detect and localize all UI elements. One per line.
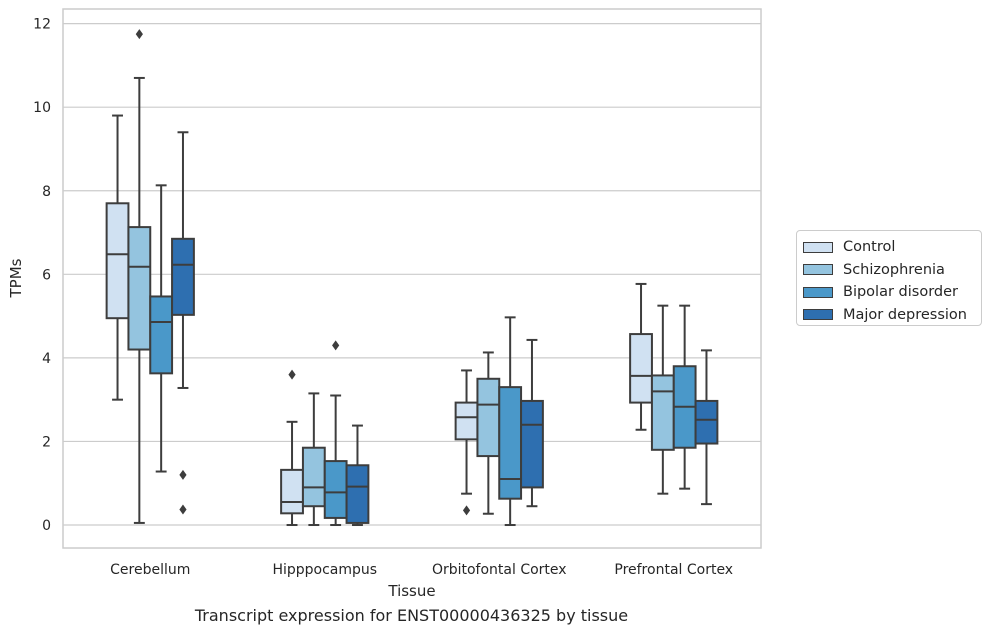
y-tick-label: 4 [42, 351, 51, 367]
x-tick-label: Hipppocampus [272, 562, 377, 578]
iqr-box [171, 237, 195, 316]
legend-entry: Bipolar disorder [803, 281, 981, 304]
box-plot-marks [105, 29, 719, 527]
legend-entry: Major depression [803, 304, 981, 327]
iqr-box [345, 464, 370, 524]
y-tick-label: 6 [42, 267, 51, 283]
legend-entry: Schizophrenia [803, 259, 981, 282]
box-bipolar-disorder [323, 340, 348, 527]
box-schizophrenia [127, 29, 152, 524]
box-control [454, 369, 479, 516]
iqr-box [629, 333, 653, 404]
iqr-box [520, 399, 544, 489]
legend-label: Schizophrenia [843, 261, 945, 278]
x-tick-label: Prefrontal Cortex [614, 562, 733, 578]
outlier-point [135, 29, 143, 40]
x-tick-label: Orbitofontal Cortex [432, 562, 567, 578]
iqr-box [498, 386, 523, 500]
iqr-box [127, 226, 152, 351]
legend-swatch [803, 241, 833, 253]
outlier-point [179, 504, 187, 515]
iqr-box [694, 399, 719, 445]
box-control [105, 114, 130, 401]
plot-area-frame [62, 8, 762, 549]
iqr-box [301, 446, 326, 508]
box-control [280, 369, 304, 527]
box-bipolar-disorder [498, 316, 523, 527]
y-tick-label: 2 [42, 434, 51, 450]
legend-label: Bipolar disorder [843, 284, 958, 301]
y-axis-label: TPMs [7, 258, 25, 298]
box-major-depression [345, 424, 370, 527]
iqr-box [650, 374, 675, 451]
y-tick-label: 0 [42, 518, 51, 534]
box-major-depression [171, 131, 195, 515]
chart-caption: Transcript expression for ENST0000043632… [194, 606, 629, 625]
iqr-box [105, 202, 130, 320]
x-tick-label: Cerebellum [110, 562, 190, 578]
x-axis-label: Tissue [387, 582, 435, 600]
box-control [629, 282, 653, 431]
box-major-depression [520, 338, 544, 508]
legend-swatch [803, 286, 833, 298]
y-tick-label: 12 [33, 17, 51, 33]
legend-entry: Control [803, 236, 981, 259]
box-bipolar-disorder [149, 184, 174, 473]
box-bipolar-disorder [672, 304, 697, 490]
legend-swatch [803, 264, 833, 276]
iqr-box [476, 377, 501, 458]
outlier-point [462, 505, 471, 516]
legend: Control Schizophrenia Bipolar disorder Majo… [796, 230, 982, 326]
box-schizophrenia [301, 392, 326, 527]
y-axis-ticks: 0 2 4 6 8 10 12 [33, 17, 51, 534]
outlier-point [288, 369, 296, 380]
iqr-box [323, 460, 348, 519]
iqr-box [454, 401, 479, 441]
box-schizophrenia [650, 304, 675, 495]
x-axis-ticks: Cerebellum Hipppocampus Orbitofontal Corte… [110, 562, 733, 578]
box-major-depression [694, 349, 719, 506]
y-tick-label: 8 [42, 184, 51, 200]
box-schizophrenia [476, 351, 501, 515]
legend-swatch [803, 309, 833, 321]
iqr-box [149, 295, 174, 375]
outlier-point [332, 340, 340, 351]
legend-label: Control [843, 239, 896, 256]
outlier-point [179, 469, 187, 480]
y-tick-label: 10 [33, 100, 51, 116]
iqr-box [280, 468, 304, 515]
legend-label: Major depression [843, 306, 967, 323]
